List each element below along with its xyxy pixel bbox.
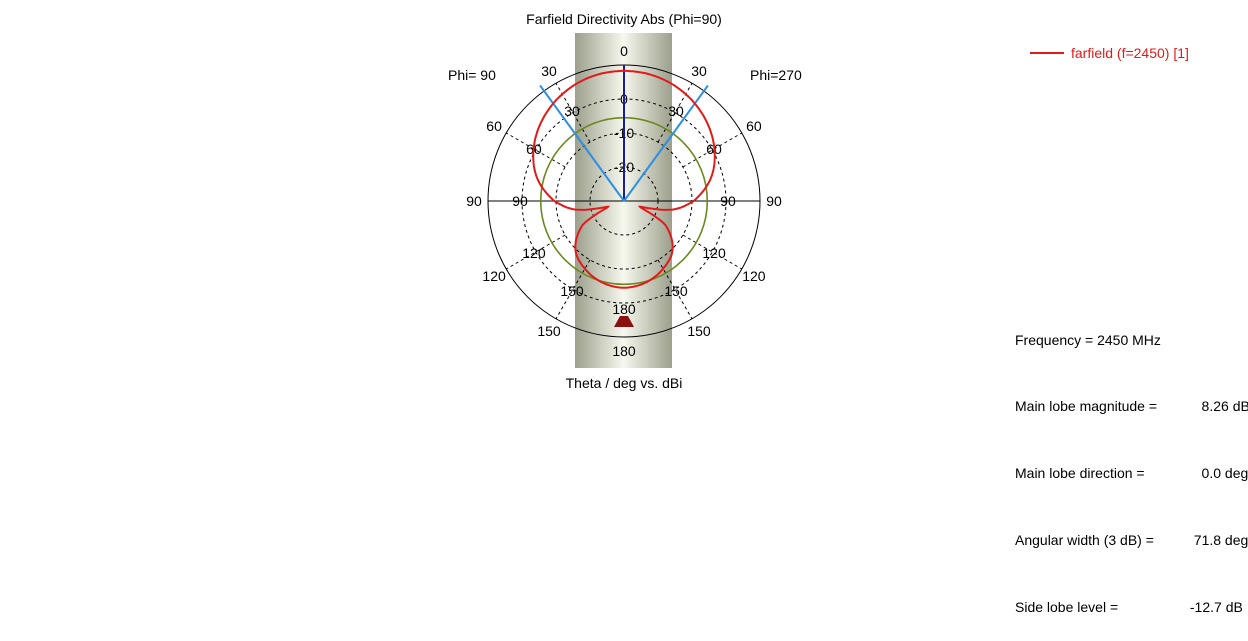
grid-spoke — [657, 259, 693, 320]
plot-layer — [532, 65, 716, 327]
angle-tick-label: 60 — [746, 118, 762, 134]
inner-angle-tick-label: 120 — [522, 245, 546, 261]
direction-marker — [614, 316, 634, 327]
legend: farfield (f=2450) [1] — [1030, 45, 1189, 61]
info-row-angular-width: Angular width (3 dB) = 71.8 deg. — [1015, 529, 1248, 551]
legend-label: farfield (f=2450) [1] — [1071, 45, 1189, 61]
angle-tick-labels: 0303060609090120120150150180303060609090… — [466, 43, 782, 359]
beam-width-line — [623, 84, 709, 202]
info-value: -12.7 dB — [1186, 599, 1243, 616]
inner-angle-tick-label: 150 — [560, 283, 584, 299]
chart-title: Farfield Directivity Abs (Phi=90) — [526, 11, 722, 27]
angle-tick-label: 90 — [466, 193, 482, 209]
info-value: 71.8 deg. — [1186, 532, 1248, 549]
phi-left-label: Phi= 90 — [448, 67, 496, 83]
info-label: Angular width (3 dB) = — [1015, 532, 1154, 549]
info-row-main-lobe-magnitude: Main lobe magnitude = 8.26 dBi — [1015, 395, 1248, 417]
legend-swatch — [1030, 52, 1064, 54]
angle-tick-label: 30 — [541, 63, 557, 79]
angle-tick-label: 120 — [482, 268, 506, 284]
info-value: 0.0 deg. — [1186, 465, 1248, 482]
angle-tick-label: 120 — [742, 268, 766, 284]
grid-spoke — [505, 234, 566, 270]
grid-spoke — [682, 234, 743, 270]
inner-angle-tick-label: 30 — [564, 103, 580, 119]
angle-tick-label: 150 — [537, 323, 561, 339]
info-label: Side lobe level = — [1015, 599, 1119, 616]
info-panel: Frequency = 2450 MHz Main lobe magnitude… — [1015, 284, 1248, 641]
phi-right-label: Phi=270 — [750, 67, 802, 83]
grid-spoke — [657, 82, 693, 143]
inner-angle-tick-label: 30 — [668, 103, 684, 119]
grid-spoke — [555, 259, 591, 320]
farfield-polar-chart: Farfield Directivity Abs (Phi=90) Theta … — [448, 11, 802, 391]
directivity-curve — [532, 69, 716, 289]
info-row-side-lobe-level: Side lobe level = -12.7 dB — [1015, 596, 1248, 618]
info-row-frequency: Frequency = 2450 MHz — [1015, 329, 1248, 351]
angle-tick-label: 30 — [691, 63, 707, 79]
inner-angle-tick-label: 90 — [512, 193, 528, 209]
x-axis-label: Theta / deg vs. dBi — [566, 375, 683, 391]
angle-tick-label: 150 — [687, 323, 711, 339]
angle-tick-label: 0 — [620, 43, 628, 59]
grid-spoke — [555, 82, 591, 143]
inner-angle-tick-label: 180 — [612, 301, 636, 317]
inner-angle-tick-label: 150 — [664, 283, 688, 299]
angle-tick-label: 180 — [612, 343, 636, 359]
info-label: Main lobe magnitude = — [1015, 398, 1158, 415]
beam-width-line — [539, 84, 625, 202]
polar-grid — [487, 64, 761, 338]
angle-tick-label: 90 — [766, 193, 782, 209]
angle-tick-label: 60 — [486, 118, 502, 134]
inner-angle-tick-label: 120 — [702, 245, 726, 261]
grid-spoke — [505, 132, 566, 168]
info-value: 8.26 dBi — [1186, 398, 1248, 415]
info-row-main-lobe-direction: Main lobe direction = 0.0 deg. — [1015, 462, 1248, 484]
info-label: Frequency = 2450 MHz — [1015, 331, 1161, 348]
grid-spoke — [682, 132, 743, 168]
info-label: Main lobe direction = — [1015, 465, 1145, 482]
inner-angle-tick-label: 90 — [720, 193, 736, 209]
